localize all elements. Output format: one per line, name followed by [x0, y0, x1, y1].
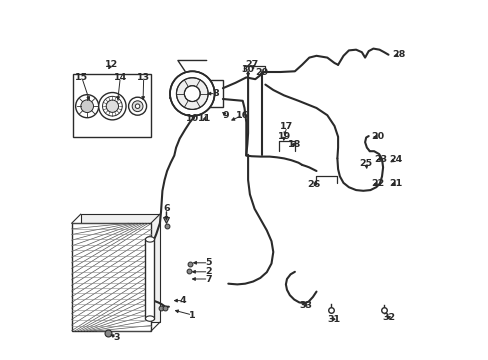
- Circle shape: [184, 86, 200, 102]
- Text: 25: 25: [359, 159, 372, 168]
- Text: 28: 28: [392, 50, 405, 59]
- Bar: [145, 239, 154, 319]
- Circle shape: [106, 100, 118, 112]
- Text: 27: 27: [244, 60, 258, 69]
- Text: 20: 20: [370, 132, 384, 141]
- Text: 31: 31: [326, 315, 340, 324]
- Text: 32: 32: [382, 313, 395, 322]
- Text: 19: 19: [277, 132, 290, 140]
- Circle shape: [76, 95, 99, 118]
- Circle shape: [128, 97, 146, 115]
- Text: 9: 9: [222, 111, 228, 120]
- Text: 17: 17: [280, 122, 293, 131]
- Text: 3: 3: [113, 333, 120, 342]
- Text: 24: 24: [388, 154, 402, 163]
- Text: 2: 2: [205, 267, 211, 276]
- Text: 10: 10: [185, 114, 199, 123]
- Ellipse shape: [145, 316, 154, 321]
- Text: 6: 6: [163, 204, 169, 213]
- Text: 30: 30: [241, 65, 254, 74]
- Text: 33: 33: [299, 302, 311, 310]
- Text: 13: 13: [137, 73, 150, 82]
- Bar: [81, 214, 160, 322]
- Text: 14: 14: [113, 73, 127, 82]
- Bar: [176, 80, 223, 107]
- Bar: [73, 74, 151, 137]
- Circle shape: [81, 100, 93, 113]
- Text: 7: 7: [205, 274, 211, 284]
- Text: 15: 15: [75, 73, 88, 82]
- Circle shape: [176, 78, 208, 109]
- Circle shape: [170, 71, 214, 116]
- Circle shape: [135, 104, 140, 108]
- Circle shape: [99, 93, 126, 120]
- Text: 5: 5: [205, 258, 211, 267]
- Ellipse shape: [145, 237, 154, 242]
- Text: 11: 11: [198, 114, 211, 123]
- Text: 23: 23: [373, 154, 386, 163]
- Text: 12: 12: [104, 60, 118, 69]
- Text: 26: 26: [306, 180, 320, 189]
- Text: 18: 18: [287, 140, 301, 149]
- Text: 29: 29: [255, 68, 268, 77]
- Circle shape: [132, 101, 142, 112]
- Text: 22: 22: [370, 179, 384, 188]
- Text: 4: 4: [180, 296, 186, 305]
- Text: 21: 21: [388, 179, 402, 188]
- Bar: [72, 223, 151, 331]
- Text: 8: 8: [212, 89, 219, 98]
- Text: 16: 16: [236, 111, 249, 120]
- Text: 1: 1: [188, 310, 195, 320]
